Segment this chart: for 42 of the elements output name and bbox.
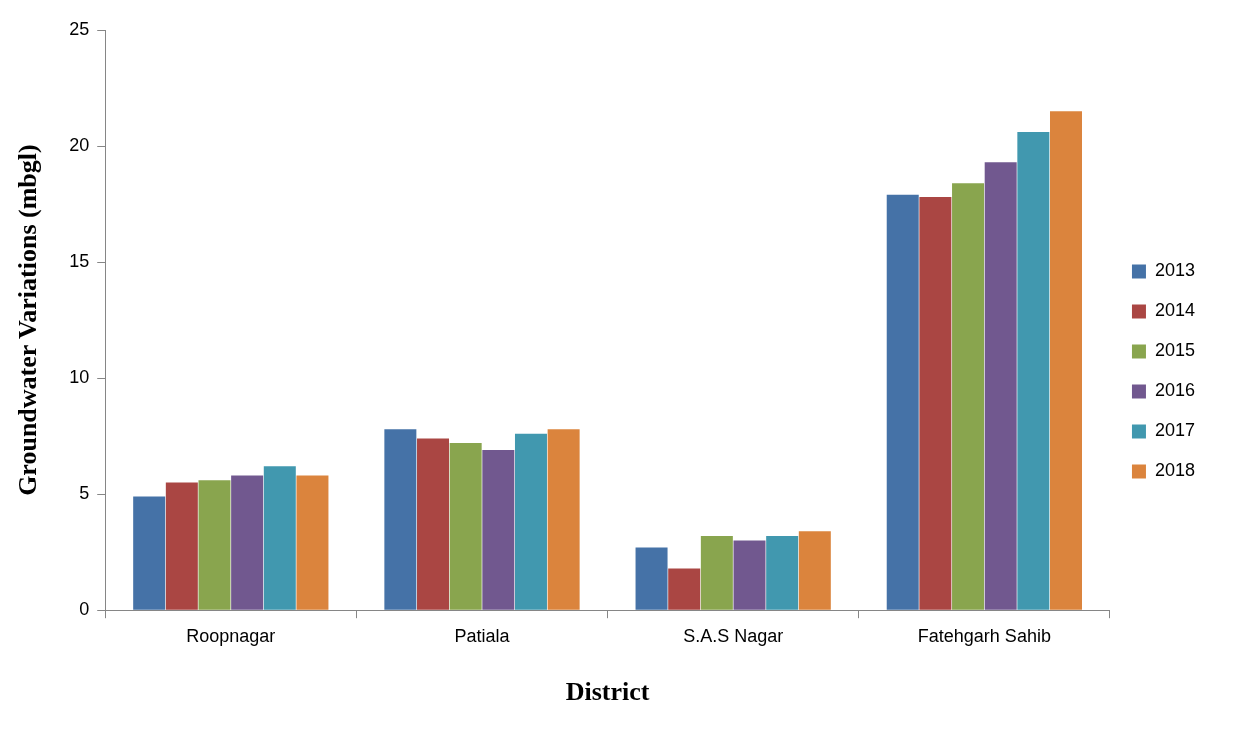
bar bbox=[984, 162, 1017, 610]
bar bbox=[1017, 132, 1050, 610]
bar bbox=[919, 197, 952, 610]
legend-label: 2013 bbox=[1154, 260, 1195, 281]
bar bbox=[766, 535, 799, 610]
bar bbox=[231, 475, 264, 610]
x-axis-title: District bbox=[565, 677, 650, 707]
x-tick-label: Roopnagar bbox=[186, 625, 276, 646]
bar bbox=[198, 480, 231, 610]
bar bbox=[296, 475, 329, 610]
bar bbox=[133, 496, 166, 610]
y-tick-label: 10 bbox=[69, 367, 90, 388]
bar bbox=[547, 429, 580, 610]
bar bbox=[1050, 111, 1082, 610]
x-tick-label: Patiala bbox=[454, 625, 511, 646]
bar bbox=[668, 568, 701, 610]
bar bbox=[449, 443, 482, 610]
bar bbox=[733, 540, 766, 610]
bar bbox=[635, 547, 668, 610]
legend-label: 2014 bbox=[1154, 300, 1195, 321]
y-tick-label: 20 bbox=[69, 135, 90, 156]
legend-label: 2016 bbox=[1154, 380, 1195, 401]
y-tick-label: 0 bbox=[79, 599, 90, 620]
y-tick-label: 25 bbox=[69, 18, 90, 39]
legend-label: 2015 bbox=[1154, 340, 1195, 361]
x-tick-label: S.A.S Nagar bbox=[683, 625, 784, 646]
bar bbox=[417, 438, 450, 610]
bar bbox=[384, 429, 417, 610]
bar bbox=[165, 482, 198, 610]
y-tick-label: 15 bbox=[69, 251, 90, 272]
bar bbox=[798, 531, 831, 610]
y-tick-label: 5 bbox=[79, 483, 90, 504]
bar bbox=[482, 450, 515, 610]
bar bbox=[700, 535, 733, 610]
bar bbox=[952, 183, 985, 610]
bar bbox=[514, 433, 547, 610]
legend-label: 2018 bbox=[1154, 460, 1195, 481]
bar bbox=[263, 466, 296, 610]
legend-label: 2017 bbox=[1154, 420, 1195, 441]
x-tick-label: Fatehgarh Sahib bbox=[917, 625, 1051, 646]
y-axis-title: Groundwater Variations (mbgl) bbox=[13, 144, 43, 496]
bar bbox=[886, 194, 919, 610]
